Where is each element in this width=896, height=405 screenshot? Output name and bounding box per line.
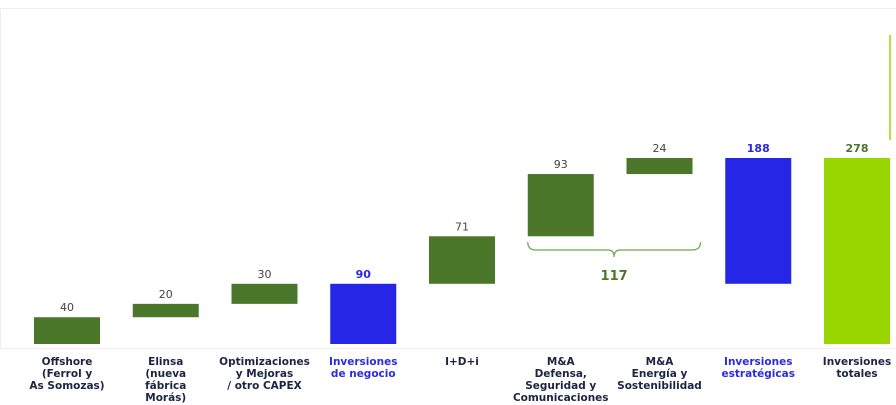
value-label: 278 [846,142,869,155]
bar [330,283,397,344]
value-label: 93 [554,158,568,171]
chart-frame [0,8,896,349]
category-label: Offshore (Ferrol y As Somozas) [29,356,105,392]
category-label: Optimizaciones y Mejoras / otro CAPEX [219,356,310,392]
bracket-label: 117 [601,269,628,284]
value-label: 71 [455,220,469,233]
value-label: 24 [653,142,667,155]
value-label: 40 [60,301,74,314]
value-label: 20 [159,288,173,301]
bar [626,158,693,175]
bar [725,158,792,284]
category-label: I+D+i [445,356,479,368]
bar [231,283,298,304]
value-label: 90 [356,268,372,281]
bar [527,174,594,237]
bar [34,317,100,344]
category-label: Inversiones estratégicas [721,356,795,380]
bar [132,303,199,318]
category-label: M&A Defensa, Seguridad y Comunicaciones [512,356,609,404]
value-label: 188 [747,142,770,155]
bar [429,236,495,284]
category-label: Inversiones totales [822,356,892,380]
category-label: Inversiones de negocio [329,356,398,380]
bracket [527,241,702,258]
category-label: M&A Energía y Sostenibilidad [617,356,702,392]
bar [824,158,890,344]
category-label: Elinsa (nueva fábrica Morás) [145,356,187,404]
value-label: 30 [258,268,272,281]
